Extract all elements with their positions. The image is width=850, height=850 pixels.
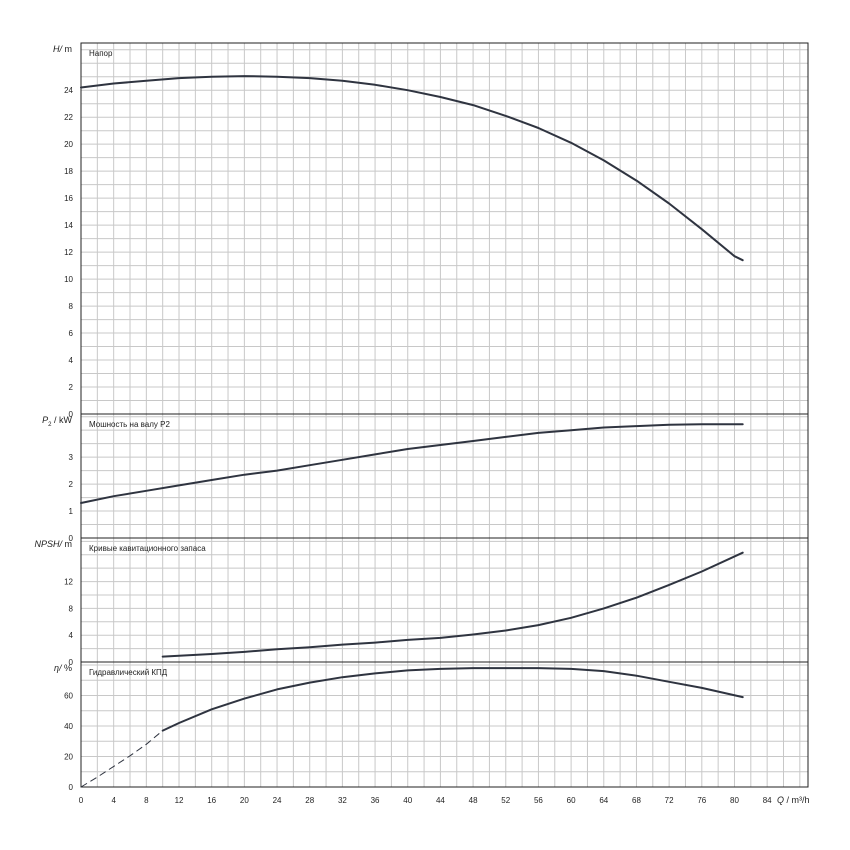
y-axis-symbol: P — [42, 415, 48, 425]
y-axis-symbol: η/ — [54, 663, 63, 673]
y-tick-label: 0 — [69, 783, 74, 792]
y-tick-label: 10 — [64, 275, 73, 284]
frame-layer — [80, 42, 809, 788]
x-tick-label: 16 — [207, 796, 216, 805]
curve-line — [161, 667, 744, 732]
y-axis-symbol: H/ — [53, 44, 63, 54]
x-tick-label: 56 — [534, 796, 543, 805]
x-tick-label: 4 — [111, 796, 116, 805]
x-tick-label: 12 — [175, 796, 184, 805]
x-tick-label: 60 — [567, 796, 576, 805]
y-tick-label: 22 — [64, 113, 73, 122]
y-tick-label: 12 — [64, 248, 73, 257]
plot-frame — [80, 42, 809, 788]
x-tick-label: 80 — [730, 796, 739, 805]
curve-line — [80, 423, 744, 504]
x-tick-label: 76 — [697, 796, 706, 805]
x-tick-label: 84 — [763, 796, 772, 805]
x-tick-label: 40 — [403, 796, 412, 805]
y-tick-label: 1 — [69, 507, 74, 516]
curve-line — [80, 75, 744, 262]
x-tick-label: 68 — [632, 796, 641, 805]
x-axis-symbol: Q — [777, 795, 784, 805]
panel-title: Кривые кавитационного запаса — [89, 544, 206, 553]
y-axis-unit: kW — [59, 415, 73, 425]
y-axis-unit: m — [65, 44, 73, 54]
y-tick-label: 20 — [64, 140, 73, 149]
y-axis-label: NPSH/ m — [34, 539, 72, 549]
panel-title: Гидравлический КПД — [89, 668, 168, 677]
y-tick-label: 12 — [64, 578, 73, 587]
y-axis-label: P2 / kW — [42, 415, 72, 428]
y-axis-unit: % — [64, 663, 72, 673]
x-tick-label: 8 — [144, 796, 149, 805]
x-tick-label: 72 — [665, 796, 674, 805]
y-tick-label: 16 — [64, 194, 73, 203]
x-tick-label: 24 — [273, 796, 282, 805]
y-tick-label: 3 — [69, 453, 74, 462]
y-tick-label: 24 — [64, 86, 73, 95]
panel-title: Мошность на валу P2 — [89, 420, 170, 429]
y-tick-label: 8 — [69, 302, 74, 311]
x-tick-label: 52 — [501, 796, 510, 805]
y-axis-symbol: NPSH/ — [34, 539, 63, 549]
y-tick-label: 4 — [69, 631, 74, 640]
y-axis-unit: m — [65, 539, 73, 549]
y-tick-label: 60 — [64, 692, 73, 701]
x-tick-label: 36 — [371, 796, 380, 805]
x-tick-label: 20 — [240, 796, 249, 805]
curve-layer — [80, 75, 744, 788]
y-axis-label: η/ % — [54, 663, 72, 673]
y-tick-label: 14 — [64, 221, 73, 230]
y-tick-label: 18 — [64, 167, 73, 176]
x-axis-unit: m³/h — [792, 795, 810, 805]
x-tick-label: 32 — [338, 796, 347, 805]
x-axis-label: Q / m³/h — [777, 795, 810, 805]
panel-title: Напор — [89, 49, 113, 58]
y-tick-label: 4 — [69, 356, 74, 365]
x-axis-slash: / — [784, 795, 792, 805]
y-axis-label: H/ m — [53, 44, 72, 54]
y-axis-subscript: 2 — [48, 422, 52, 428]
y-tick-label: 6 — [69, 329, 74, 338]
y-axis-slash: / — [51, 415, 59, 425]
y-tick-label: 0 — [69, 410, 74, 419]
curve-line — [161, 551, 744, 658]
grid-layer — [81, 43, 808, 787]
x-tick-label: 48 — [469, 796, 478, 805]
x-tick-label: 0 — [79, 796, 84, 805]
x-tick-label: 28 — [305, 796, 314, 805]
y-tick-label: 2 — [69, 480, 74, 489]
y-tick-label: 20 — [64, 753, 73, 762]
y-tick-label: 8 — [69, 604, 74, 613]
y-tick-label: 0 — [69, 534, 74, 543]
x-tick-label: 64 — [599, 796, 608, 805]
y-tick-label: 40 — [64, 722, 73, 731]
curve-extrapolated — [80, 730, 164, 788]
y-tick-label: 0 — [69, 658, 74, 667]
y-tick-label: 2 — [69, 383, 74, 392]
x-tick-label: 44 — [436, 796, 445, 805]
